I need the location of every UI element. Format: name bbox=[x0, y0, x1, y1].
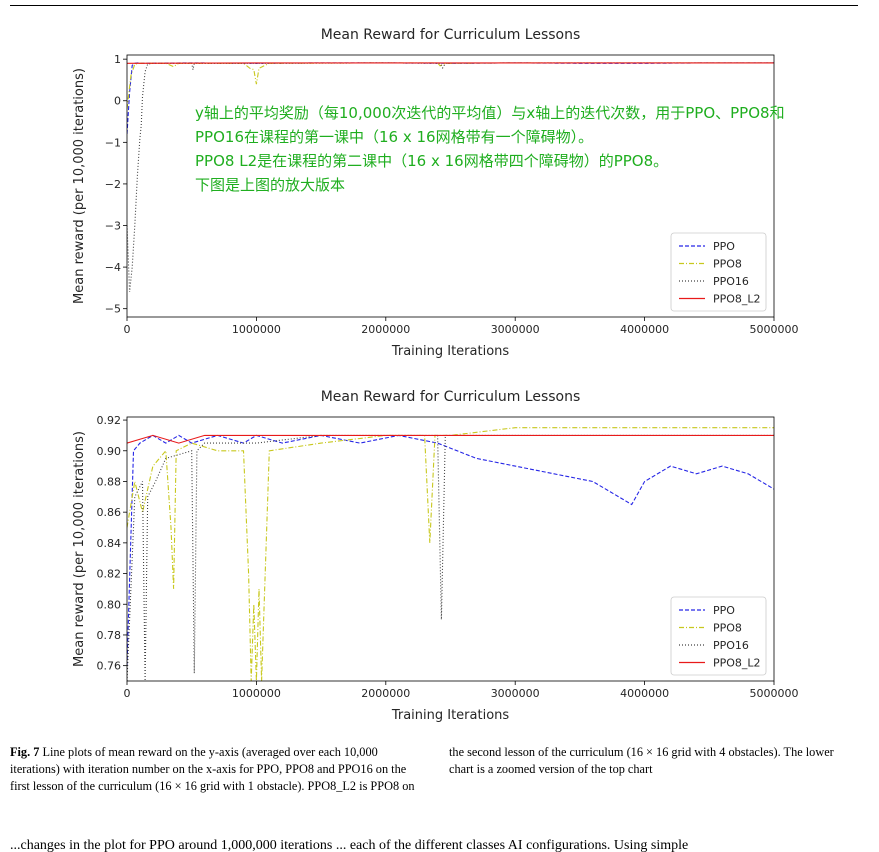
x-tick-label: 3000000 bbox=[491, 687, 540, 700]
legend-label: PPO16 bbox=[713, 275, 749, 288]
chart-title: Mean Reward for Curriculum Lessons bbox=[321, 27, 581, 43]
y-tick-label: 0.84 bbox=[97, 537, 122, 550]
y-tick-label: −2 bbox=[105, 178, 121, 191]
legend: PPO PPO8 PPO16 PPO8_L2 bbox=[671, 233, 766, 311]
legend-label: PPO8 bbox=[713, 622, 742, 635]
y-tick-label: 0.78 bbox=[97, 629, 122, 642]
figure-caption: Fig. 7 Line plots of mean reward on the … bbox=[10, 744, 860, 795]
series-line-ppo bbox=[127, 63, 774, 134]
overlay-annotation-line: 下图是上图的放大版本 bbox=[195, 176, 345, 194]
legend-label: PPO bbox=[713, 604, 735, 617]
x-tick-label: 5000000 bbox=[750, 323, 799, 336]
y-tick-label: 0 bbox=[114, 95, 121, 108]
y-tick-label: 0.88 bbox=[97, 475, 122, 488]
x-axis-label: Training Iterations bbox=[391, 344, 510, 359]
y-tick-label: 0.80 bbox=[97, 598, 122, 611]
x-tick-label: 0 bbox=[124, 323, 131, 336]
y-tick-label: 0.86 bbox=[97, 506, 122, 519]
legend-label: PPO8 bbox=[713, 258, 742, 271]
y-tick-label: 0.90 bbox=[97, 445, 122, 458]
x-tick-label: 1000000 bbox=[232, 687, 281, 700]
series-line-ppo8 bbox=[127, 63, 774, 109]
legend-label: PPO16 bbox=[713, 639, 749, 652]
overlay-annotation-line: PPO16在课程的第一课中（16 x 16网格带有一个障碍物）。 bbox=[195, 128, 593, 146]
y-tick-label: 0.82 bbox=[97, 568, 122, 581]
y-tick-label: 1 bbox=[114, 53, 121, 66]
chart-bottom: Mean Reward for Curriculum Lessons 0 10000… bbox=[0, 380, 879, 740]
series-line-ppo8-l2 bbox=[127, 435, 774, 443]
overlay-annotation-line: PPO8 L2是在课程的第二课中（16 x 16网格带四个障碍物）的PPO8。 bbox=[195, 152, 668, 170]
y-tick-label: −4 bbox=[105, 261, 121, 274]
y-axis-label: Mean reward (per 10,000 iterations) bbox=[72, 68, 87, 304]
x-tick-label: 4000000 bbox=[620, 323, 669, 336]
y-tick-label: 0.92 bbox=[97, 414, 122, 427]
y-tick-label: 0.76 bbox=[97, 660, 122, 673]
x-tick-label: 1000000 bbox=[232, 323, 281, 336]
y-tick-label: −3 bbox=[105, 220, 121, 233]
legend: PPO PPO8 PPO16 PPO8_L2 bbox=[671, 597, 766, 675]
x-tick-label: 3000000 bbox=[491, 323, 540, 336]
body-text-fragment: ...changes in the plot for PPO around 1,… bbox=[10, 838, 870, 852]
overlay-annotation-line: y轴上的平均奖励（每10,000次迭代的平均值）与x轴上的迭代次数，用于PPO、… bbox=[195, 104, 785, 122]
x-tick-label: 4000000 bbox=[620, 687, 669, 700]
x-tick-label: 5000000 bbox=[750, 687, 799, 700]
legend-label: PPO8_L2 bbox=[713, 657, 761, 670]
caption-label: Fig. 7 bbox=[10, 745, 39, 759]
x-tick-label: 0 bbox=[124, 687, 131, 700]
x-tick-label: 2000000 bbox=[361, 687, 410, 700]
chart-top: Mean Reward for Curriculum Lessons 0 10000… bbox=[0, 0, 879, 380]
chart-title: Mean Reward for Curriculum Lessons bbox=[321, 389, 581, 405]
legend-label: PPO bbox=[713, 240, 735, 253]
y-tick-label: −1 bbox=[105, 136, 121, 149]
caption-text: Line plots of mean reward on the y-axis … bbox=[10, 745, 834, 793]
x-tick-label: 2000000 bbox=[361, 323, 410, 336]
x-axis-label: Training Iterations bbox=[391, 708, 510, 723]
y-tick-label: −5 bbox=[105, 303, 121, 316]
legend-label: PPO8_L2 bbox=[713, 293, 761, 306]
y-axis-label: Mean reward (per 10,000 iterations) bbox=[72, 431, 87, 667]
